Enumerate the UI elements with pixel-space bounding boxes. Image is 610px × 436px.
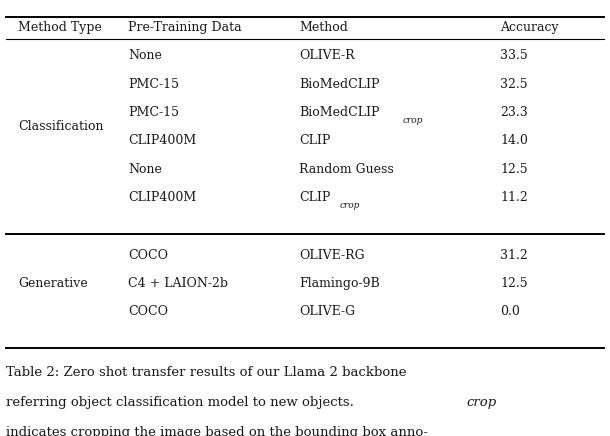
Text: Method: Method (299, 20, 348, 34)
Text: 12.5: 12.5 (500, 277, 528, 290)
Text: OLIVE-RG: OLIVE-RG (299, 249, 365, 262)
Text: COCO: COCO (128, 249, 168, 262)
Text: crop: crop (339, 201, 360, 210)
Text: 11.2: 11.2 (500, 191, 528, 204)
Text: PMC-15: PMC-15 (128, 78, 179, 91)
Text: Table 2: Zero shot transfer results of our Llama 2 backbone: Table 2: Zero shot transfer results of o… (6, 366, 407, 379)
Text: 12.5: 12.5 (500, 163, 528, 176)
Text: 33.5: 33.5 (500, 49, 528, 62)
Text: Accuracy: Accuracy (500, 20, 559, 34)
Text: None: None (128, 163, 162, 176)
Text: CLIP: CLIP (299, 191, 330, 204)
Text: Generative: Generative (18, 277, 88, 290)
Text: CLIP400M: CLIP400M (128, 134, 196, 147)
Text: crop: crop (403, 116, 423, 125)
Text: None: None (128, 49, 162, 62)
Text: Random Guess: Random Guess (299, 163, 393, 176)
Text: COCO: COCO (128, 306, 168, 318)
Text: 31.2: 31.2 (500, 249, 528, 262)
Text: 23.3: 23.3 (500, 106, 528, 119)
Text: CLIP400M: CLIP400M (128, 191, 196, 204)
Text: 0.0: 0.0 (500, 306, 520, 318)
Text: Flamingo-9B: Flamingo-9B (299, 277, 379, 290)
Text: Pre-Training Data: Pre-Training Data (128, 20, 242, 34)
Text: BioMedCLIP: BioMedCLIP (299, 106, 379, 119)
Text: 14.0: 14.0 (500, 134, 528, 147)
Text: Classification: Classification (18, 120, 104, 133)
Text: PMC-15: PMC-15 (128, 106, 179, 119)
Text: referring object classification model to new objects.: referring object classification model to… (6, 396, 362, 409)
Text: BioMedCLIP: BioMedCLIP (299, 78, 379, 91)
Text: C4 + LAION-2b: C4 + LAION-2b (128, 277, 228, 290)
Text: 32.5: 32.5 (500, 78, 528, 91)
Text: indicates cropping the image based on the bounding box anno-: indicates cropping the image based on th… (6, 426, 428, 436)
Text: OLIVE-G: OLIVE-G (299, 306, 355, 318)
Text: Method Type: Method Type (18, 20, 102, 34)
Text: CLIP: CLIP (299, 134, 330, 147)
Text: OLIVE-R: OLIVE-R (299, 49, 354, 62)
Text: crop: crop (466, 396, 496, 409)
